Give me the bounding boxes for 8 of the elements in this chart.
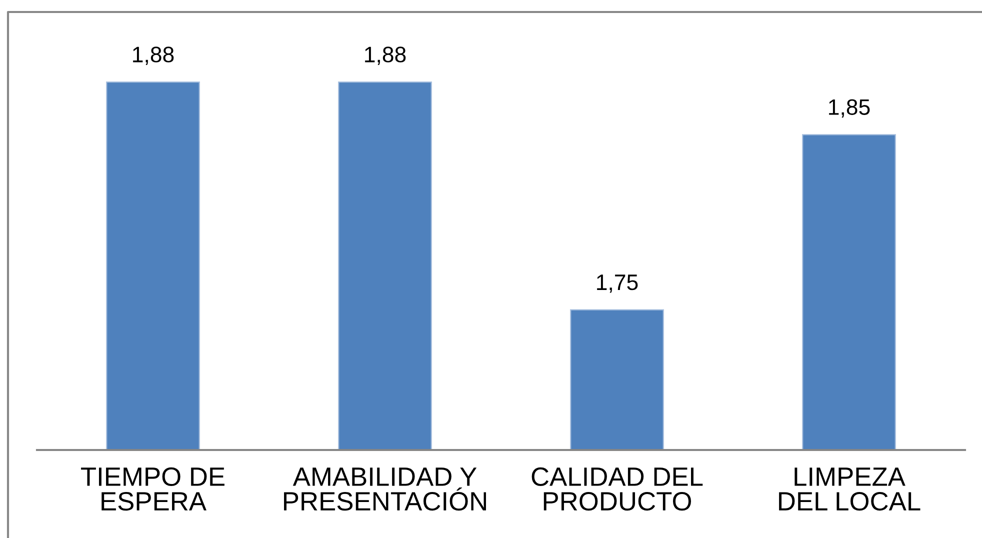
data-label: 1,88 [365,46,406,66]
x-tick-label: AMABILIDAD Y PRESENTACIÓN [284,468,486,511]
data-label: 1,85 [829,99,870,118]
data-label: 1,88 [133,46,174,66]
x-tick-label: TIEMPO DE ESPERA [81,467,224,511]
x-tick-label: LIMPEZA DEL LOCAL [779,468,920,511]
data-label: 1,75 [597,274,638,293]
x-tick-label: CALIDAD DEL PRODUCTO [532,467,703,511]
